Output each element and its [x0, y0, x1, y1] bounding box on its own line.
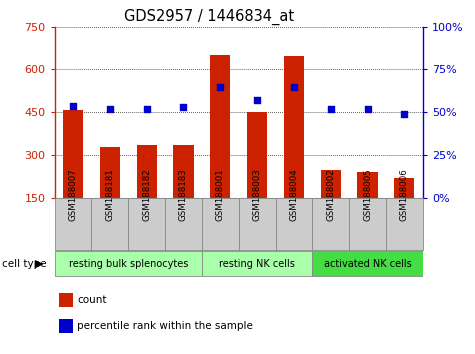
Bar — [321, 170, 341, 198]
Point — [253, 98, 261, 103]
Point — [327, 106, 334, 112]
Point — [180, 104, 187, 110]
Text: cell type: cell type — [2, 259, 47, 269]
Text: GSM188001: GSM188001 — [216, 169, 225, 221]
FancyBboxPatch shape — [165, 198, 202, 250]
Bar — [136, 145, 157, 198]
FancyBboxPatch shape — [313, 198, 349, 250]
FancyBboxPatch shape — [55, 198, 91, 250]
Point — [217, 84, 224, 90]
FancyBboxPatch shape — [349, 198, 386, 250]
Bar — [210, 55, 230, 198]
Bar — [247, 112, 267, 198]
Text: resting bulk splenocytes: resting bulk splenocytes — [68, 259, 188, 269]
FancyBboxPatch shape — [128, 198, 165, 250]
Point — [364, 106, 371, 112]
Text: GSM188004: GSM188004 — [289, 169, 298, 221]
Text: GSM188007: GSM188007 — [68, 169, 77, 221]
Bar — [394, 178, 415, 198]
FancyBboxPatch shape — [386, 198, 423, 250]
FancyBboxPatch shape — [91, 198, 128, 250]
Bar — [100, 147, 120, 198]
Bar — [357, 172, 378, 198]
Bar — [284, 56, 304, 198]
Point — [400, 111, 408, 117]
Point — [290, 84, 298, 90]
Text: GSM188005: GSM188005 — [363, 169, 372, 221]
FancyBboxPatch shape — [202, 198, 238, 250]
Point — [69, 103, 77, 108]
Point — [143, 106, 151, 112]
FancyBboxPatch shape — [313, 251, 423, 276]
Text: GSM188183: GSM188183 — [179, 169, 188, 221]
Text: GSM188182: GSM188182 — [142, 169, 151, 221]
Text: GSM188181: GSM188181 — [105, 169, 114, 221]
Text: GSM188002: GSM188002 — [326, 169, 335, 221]
Bar — [173, 145, 194, 198]
Text: percentile rank within the sample: percentile rank within the sample — [77, 321, 253, 331]
Text: count: count — [77, 295, 106, 305]
FancyBboxPatch shape — [238, 198, 276, 250]
FancyBboxPatch shape — [55, 251, 202, 276]
Text: ▶: ▶ — [35, 259, 44, 269]
Text: activated NK cells: activated NK cells — [323, 259, 411, 269]
Text: GSM188006: GSM188006 — [400, 169, 409, 221]
FancyBboxPatch shape — [276, 198, 313, 250]
Text: resting NK cells: resting NK cells — [219, 259, 295, 269]
Point — [106, 106, 114, 112]
FancyBboxPatch shape — [202, 251, 313, 276]
Bar — [63, 109, 83, 198]
Text: GDS2957 / 1446834_at: GDS2957 / 1446834_at — [124, 9, 294, 25]
Text: GSM188003: GSM188003 — [253, 169, 262, 221]
